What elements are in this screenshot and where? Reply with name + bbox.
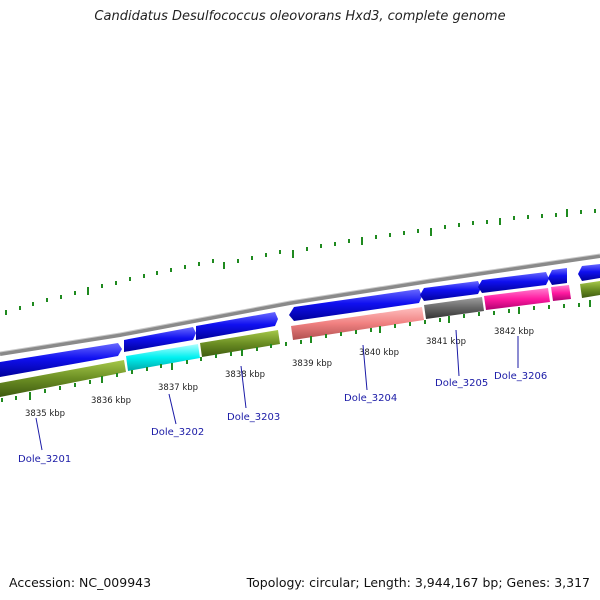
- tick-ring: [5, 209, 596, 315]
- gene-reverse-box[interactable]: [0, 360, 126, 397]
- gene-label-dole-3204[interactable]: Dole_3204: [344, 393, 397, 404]
- label-leaders: [35, 329, 519, 451]
- gene-reverse-box[interactable]: [484, 288, 550, 310]
- kbp-label: 3842 kbp: [494, 327, 534, 337]
- gene-reverse-box[interactable]: [126, 344, 200, 371]
- kbp-label: 3840 kbp: [359, 348, 399, 358]
- gene-labels: Dole_3201 Dole_3202 Dole_3203 Dole_3204 …: [18, 371, 547, 465]
- forward-genes: [0, 264, 600, 377]
- kbp-label: 3838 kbp: [225, 370, 265, 380]
- gene-label-dole-3202[interactable]: Dole_3202: [151, 427, 204, 438]
- kbp-label: 3835 kbp: [25, 409, 65, 419]
- gene-forward-arrow[interactable]: [0, 343, 122, 377]
- gene-forward-arrow[interactable]: [289, 289, 422, 321]
- topology-text: Topology: circular; Length: 3,944,167 bp…: [246, 575, 590, 590]
- reverse-genes: [0, 281, 600, 397]
- gene-label-dole-3206[interactable]: Dole_3206: [494, 371, 547, 382]
- accession-text: Accession: NC_009943: [9, 575, 152, 590]
- gene-label-dole-3201[interactable]: Dole_3201: [18, 454, 71, 465]
- gene-reverse-box[interactable]: [200, 330, 280, 357]
- gene-label-dole-3205[interactable]: Dole_3205: [435, 378, 488, 389]
- kbp-labels: 3835 kbp 3836 kbp 3837 kbp 3838 kbp 3839…: [25, 327, 534, 419]
- kbp-label: 3839 kbp: [292, 359, 332, 369]
- inner-ticks: [1, 300, 591, 402]
- gene-forward-arrow[interactable]: [548, 268, 567, 285]
- gene-forward-arrow[interactable]: [578, 264, 600, 281]
- map-title: Candidatus Desulfococcus oleovorans Hxd3…: [94, 9, 506, 24]
- kbp-label: 3837 kbp: [158, 383, 198, 393]
- gene-forward-arrow[interactable]: [196, 312, 278, 340]
- gene-forward-arrow[interactable]: [420, 281, 481, 301]
- gene-reverse-box[interactable]: [424, 297, 484, 319]
- gene-forward-arrow[interactable]: [478, 272, 549, 293]
- gene-reverse-box[interactable]: [291, 307, 424, 340]
- gene-label-dole-3203[interactable]: Dole_3203: [227, 412, 280, 423]
- kbp-label: 3836 kbp: [91, 396, 131, 406]
- gene-forward-arrow[interactable]: [124, 327, 196, 352]
- gene-reverse-box[interactable]: [551, 285, 571, 301]
- genome-backbone: [0, 254, 600, 356]
- gene-reverse-box[interactable]: [580, 281, 600, 298]
- kbp-label: 3841 kbp: [426, 337, 466, 347]
